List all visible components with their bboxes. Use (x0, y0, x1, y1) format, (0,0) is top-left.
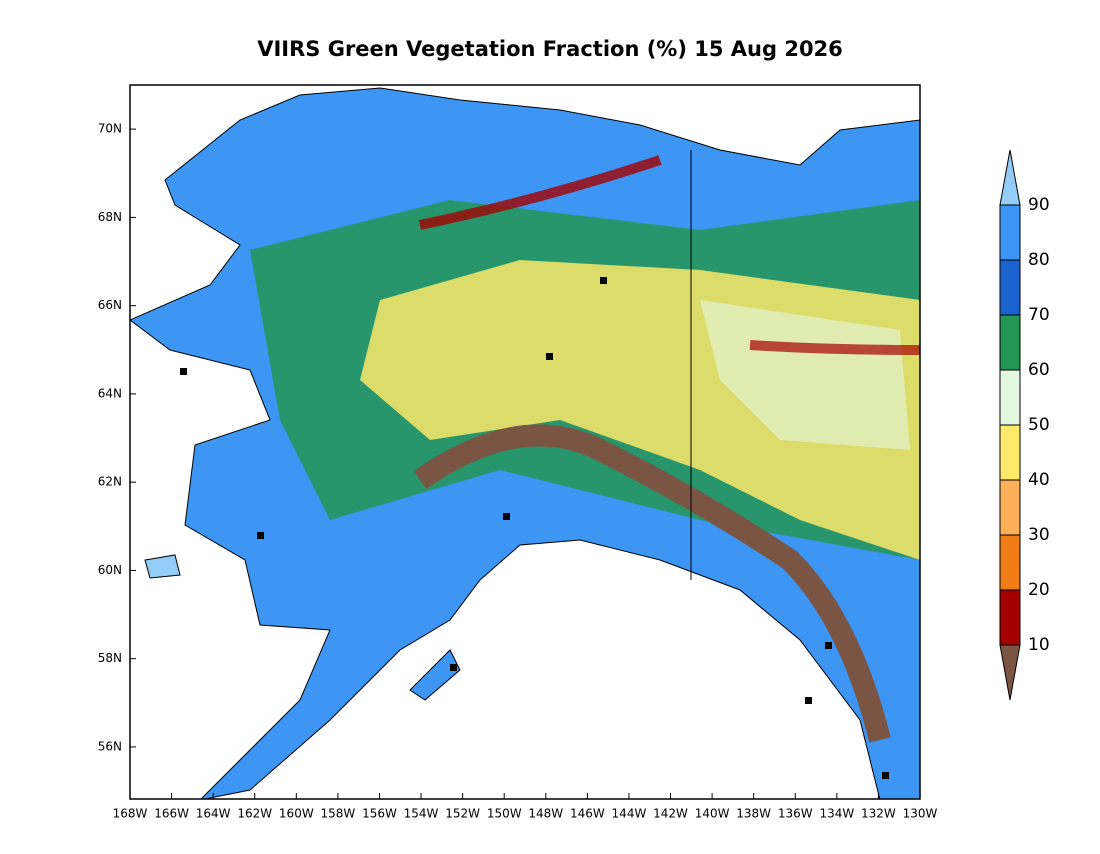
x-tick-label: 144W (612, 807, 647, 821)
x-tick-label: 168W (113, 807, 148, 821)
colorbar: 10 20 30 40 50 60 70 80 90 (999, 149, 1050, 701)
colorbar-box (999, 424, 1021, 481)
city (180, 368, 187, 375)
colorbar-box (999, 204, 1021, 261)
map-image (130, 87, 920, 799)
x-tick-label: 142W (653, 807, 688, 821)
x-tick-label: 152W (445, 807, 480, 821)
city (825, 642, 832, 649)
x-tick-label: 136W (778, 807, 813, 821)
map-frame (129, 84, 921, 800)
brooks-range (418, 155, 662, 230)
island (144, 554, 181, 579)
x-tick-label: 148W (528, 807, 563, 821)
colorbar-box (999, 259, 1021, 316)
colorbar-under (999, 644, 1021, 701)
title: VIIRS Green Vegetation Fraction (%) 15 A… (257, 37, 843, 61)
y-tick-label: 60N (98, 563, 122, 577)
y-tick-label: 58N (98, 651, 122, 665)
city (503, 513, 510, 520)
city (546, 353, 553, 360)
x-tick-label: 164W (196, 807, 231, 821)
x-tick-label: 156W (362, 807, 397, 821)
x-tick-label: 138W (736, 807, 771, 821)
colorbar-box (999, 534, 1021, 591)
y-tick-label: 62N (98, 475, 122, 489)
x-tick-label: 166W (154, 807, 189, 821)
colorbar-label: 60 (1028, 360, 1050, 380)
x-tick-label: 160W (279, 807, 314, 821)
colorbar-label: 10 (1028, 635, 1050, 655)
colorbar-box (999, 369, 1021, 426)
city (805, 697, 812, 704)
colorbar-box (999, 314, 1021, 371)
x-tick-label: 162W (237, 807, 272, 821)
x-tick-label: 146W (570, 807, 605, 821)
colorbar-label: 90 (1028, 195, 1050, 215)
axes: 168W 166W 164W 162W 160W 158W 156W 154W 152W 150W… (98, 122, 938, 821)
city (600, 277, 607, 284)
x-tick-label: 158W (321, 807, 356, 821)
x-tick-label: 132W (861, 807, 896, 821)
y-tick-label: 66N (98, 298, 122, 312)
x-tick-label: 150W (487, 807, 522, 821)
y-tick-label: 68N (98, 210, 122, 224)
y-tick-label: 70N (98, 122, 122, 136)
city (257, 532, 264, 539)
colorbar-label: 50 (1028, 415, 1050, 435)
x-tick-label: 154W (404, 807, 439, 821)
city (450, 664, 457, 671)
colorbar-box (999, 479, 1021, 536)
colorbar-label: 30 (1028, 525, 1050, 545)
y-tick-label: 64N (98, 386, 122, 400)
colorbar-over (999, 149, 1021, 206)
colorbar-label: 40 (1028, 470, 1050, 490)
y-tick-label: 56N (98, 739, 122, 753)
city (882, 772, 889, 779)
x-tick-label: 134W (819, 807, 854, 821)
island (409, 649, 461, 701)
colorbar-label: 20 (1028, 580, 1050, 600)
x-tick-label: 130W (903, 807, 938, 821)
veg-pale (700, 300, 910, 450)
colorbar-label: 70 (1028, 305, 1050, 325)
x-tick-label: 140W (695, 807, 730, 821)
colorbar-box (999, 589, 1021, 646)
mountains (413, 424, 891, 743)
colorbar-label: 80 (1028, 250, 1050, 270)
ridge (749, 340, 920, 355)
